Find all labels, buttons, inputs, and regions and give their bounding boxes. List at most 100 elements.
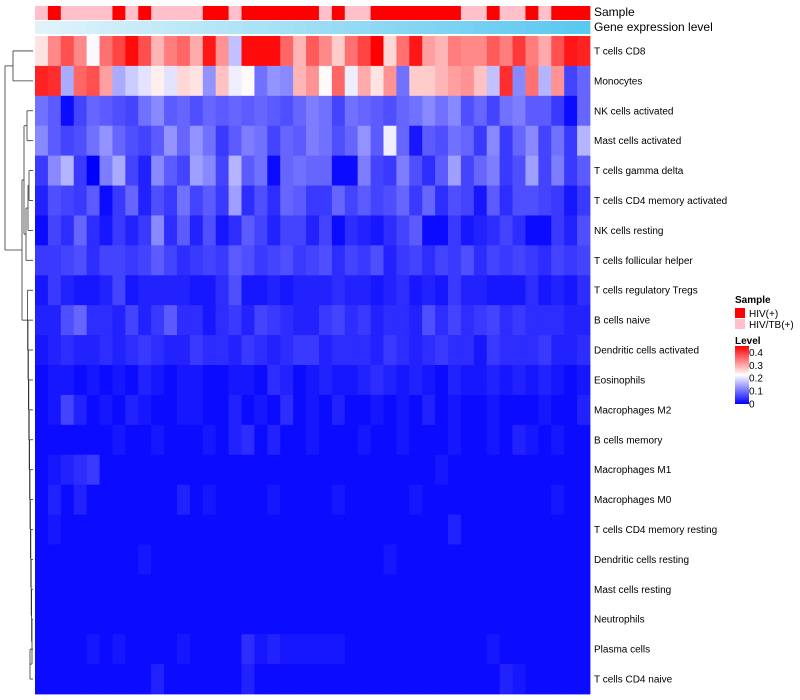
gene-expression-annotation-cell: [293, 21, 307, 34]
sample-annotation-cell: [344, 6, 359, 20]
heatmap-cell: [306, 574, 320, 605]
heatmap-cell: [267, 454, 281, 486]
heatmap-cell: [564, 65, 578, 97]
heatmap-cell: [86, 544, 100, 575]
heatmap-cell: [306, 125, 320, 157]
heatmap-cell: [151, 664, 165, 695]
heatmap-cell: [47, 604, 62, 635]
heatmap-cell: [370, 65, 384, 97]
heatmap-cell: [189, 394, 204, 426]
heatmap-cell: [486, 125, 501, 157]
heatmap-cell: [357, 275, 371, 306]
heatmap-cell: [499, 36, 513, 67]
row-label: Plasma cells: [594, 645, 650, 656]
heatmap-cell: [73, 394, 88, 426]
row-label: B cells memory: [594, 435, 662, 446]
heatmap-cell: [357, 365, 371, 396]
gene-expression-annotation-cell: [138, 21, 152, 34]
row-label: Eosinophils: [594, 375, 645, 386]
heatmap-cell: [215, 604, 230, 635]
heatmap-cell: [357, 574, 371, 605]
heatmap-cell: [331, 664, 346, 695]
heatmap-cell: [73, 155, 88, 186]
heatmap-cell: [448, 305, 462, 336]
heatmap-cell: [409, 125, 423, 157]
row-label: B cells naive: [594, 316, 651, 327]
heatmap-cell: [512, 514, 526, 545]
heatmap-cell: [473, 36, 488, 67]
heatmap-cell: [151, 125, 165, 157]
heatmap-cell: [344, 275, 359, 306]
heatmap-cell: [151, 305, 165, 336]
heatmap-cell: [409, 95, 423, 127]
heatmap-cell: [215, 394, 230, 426]
heatmap-cell: [486, 95, 501, 127]
gene-expression-annotation-cell: [409, 21, 423, 34]
heatmap-cell: [499, 365, 513, 396]
heatmap-cell: [577, 664, 591, 695]
heatmap-cell: [306, 335, 320, 366]
heatmap-cell: [86, 574, 100, 605]
heatmap-cell: [99, 394, 113, 426]
sample-annotation-cell: [60, 6, 75, 20]
heatmap-cell: [370, 544, 384, 575]
heatmap-cell: [409, 155, 423, 186]
heatmap-cell: [383, 604, 397, 635]
heatmap-cell: [460, 454, 475, 486]
heatmap-cell: [60, 484, 75, 515]
heatmap-cell: [538, 305, 552, 336]
heatmap-cell: [577, 335, 591, 366]
heatmap-cell: [357, 36, 371, 67]
heatmap-cell: [112, 634, 126, 665]
heatmap-cell: [241, 514, 255, 545]
heatmap-cell: [370, 215, 384, 246]
heatmap-cell: [60, 125, 75, 157]
heatmap-cell: [99, 95, 113, 127]
heatmap-cell: [241, 95, 255, 127]
heatmap-cell: [176, 544, 191, 575]
row-labels: T cells CD8 Monocytes NK cells activated Ma…: [594, 46, 727, 685]
heatmap-cell: [357, 484, 371, 515]
heatmap-cell: [331, 155, 346, 186]
heatmap-cell: [460, 65, 475, 97]
row-label: Dendritic cells resting: [594, 555, 689, 566]
heatmap-cell: [370, 664, 384, 695]
heatmap-cell: [215, 125, 230, 157]
heatmap-cell: [383, 365, 397, 396]
heatmap-cell: [538, 245, 552, 276]
heatmap-cell: [473, 544, 488, 575]
heatmap-cell: [35, 574, 49, 605]
heatmap-cell: [215, 484, 230, 515]
heatmap-cell: [138, 185, 152, 216]
heatmap-cell: [460, 544, 475, 575]
heatmap-cell: [318, 365, 333, 396]
heatmap-cell: [512, 185, 526, 216]
heatmap-cell: [448, 95, 462, 127]
heatmap-cell: [306, 365, 320, 396]
heatmap-cell: [151, 454, 165, 486]
heatmap-cell: [435, 305, 449, 336]
heatmap-cell: [422, 36, 436, 67]
heatmap-cell: [60, 95, 75, 127]
gene-expression-annotation-cell: [383, 21, 397, 34]
heatmap-cell: [525, 36, 539, 67]
heatmap-cell: [241, 245, 255, 276]
heatmap-cell: [189, 155, 204, 186]
sample-annotation-cell: [370, 6, 384, 20]
heatmap-cell: [267, 245, 281, 276]
heatmap-cell: [357, 305, 371, 336]
heatmap-cell: [370, 454, 384, 486]
heatmap-cell: [138, 275, 152, 306]
heatmap-cell: [138, 95, 152, 127]
gene-expression-annotation-cell: [60, 21, 75, 34]
sample-annotation-cell: [35, 6, 49, 20]
legend-level-tick-label: 0.2: [749, 374, 763, 385]
heatmap-cell: [73, 95, 88, 127]
heatmap-cell: [331, 335, 346, 366]
sample-annotation-cell: [473, 6, 488, 20]
heatmap-cell: [35, 245, 49, 276]
heatmap-cell: [293, 574, 307, 605]
heatmap-cell: [564, 394, 578, 426]
heatmap-cell: [525, 275, 539, 306]
heatmap-cell: [254, 484, 268, 515]
